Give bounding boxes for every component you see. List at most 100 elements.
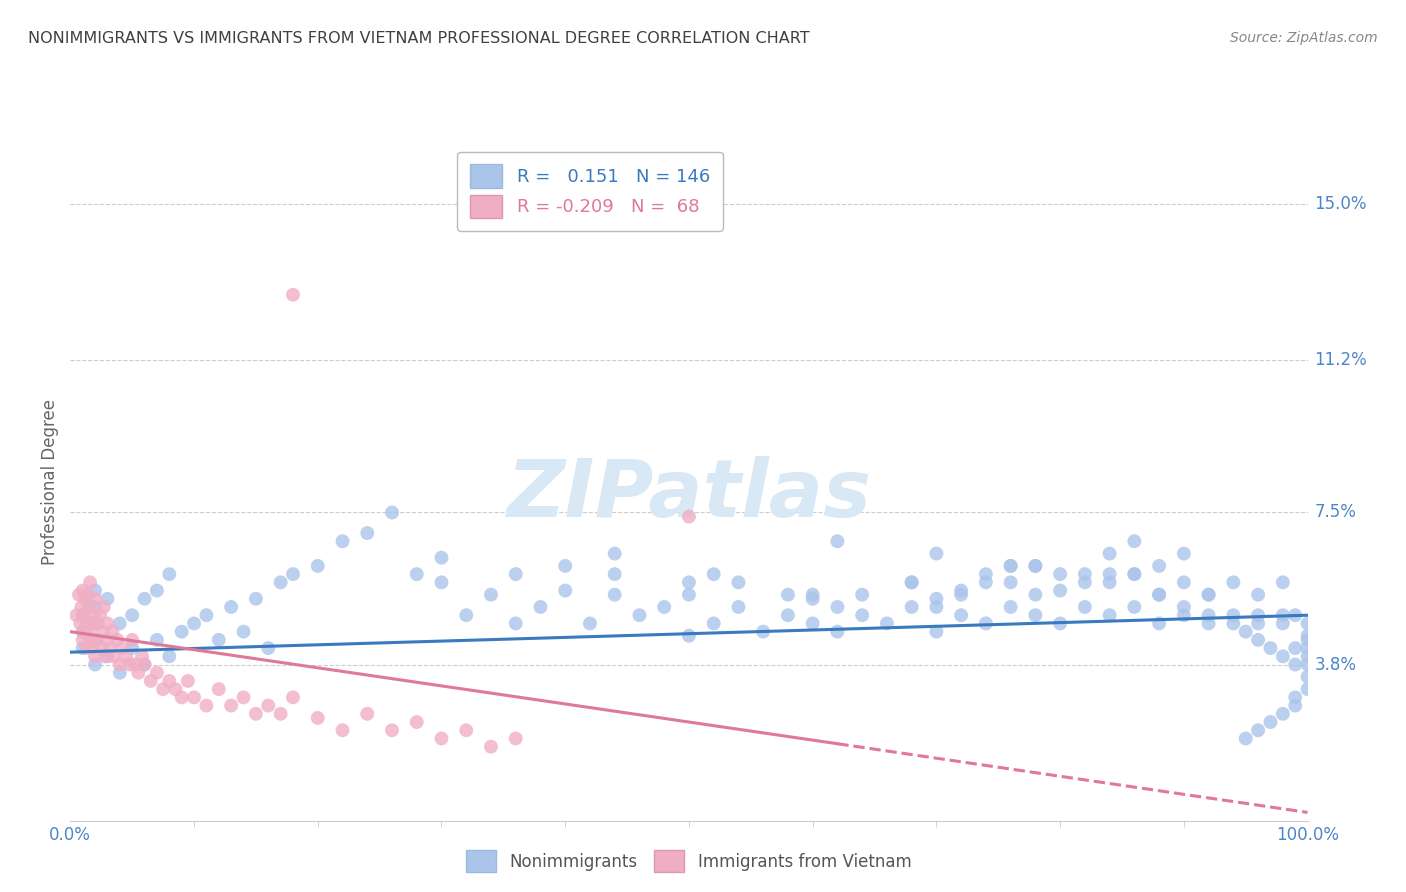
Point [93,599,115,614]
Point [529,599,551,614]
Point [1247,608,1270,623]
Point [678,629,700,643]
Point [1123,534,1146,549]
Point [281,567,304,582]
Point [90,641,112,656]
Point [91,624,114,639]
Point [146,665,169,680]
Point [80,616,103,631]
Point [84,632,107,647]
Point [108,616,131,631]
Point [105,632,128,647]
Text: 7.5%: 7.5% [1315,503,1357,522]
Point [603,547,626,561]
Point [1173,575,1195,590]
Point [232,690,254,705]
Point [1222,575,1244,590]
Point [257,641,280,656]
Point [603,567,626,582]
Point [1296,657,1319,672]
Point [1260,714,1282,729]
Point [208,682,231,697]
Point [332,723,354,738]
Point [776,588,799,602]
Y-axis label: Professional Degree: Professional Degree [41,399,59,565]
Point [1098,575,1121,590]
Point [121,608,143,623]
Point [950,608,973,623]
Point [1296,629,1319,643]
Point [134,657,156,672]
Point [332,534,354,549]
Point [1173,599,1195,614]
Point [1284,641,1306,656]
Point [79,632,101,647]
Point [73,608,96,623]
Point [1173,608,1195,623]
Point [430,550,453,565]
Point [678,575,700,590]
Point [72,624,94,639]
Point [79,575,101,590]
Point [157,673,180,688]
Point [72,583,94,598]
Point [75,616,97,631]
Point [1284,657,1306,672]
Point [82,641,104,656]
Point [603,588,626,602]
Point [70,599,93,614]
Point [1271,616,1294,631]
Point [950,588,973,602]
Point [86,616,108,631]
Point [1098,567,1121,582]
Point [84,657,107,672]
Point [652,599,675,614]
Point [108,665,131,680]
Point [75,641,97,656]
Point [76,588,98,602]
Point [270,706,292,721]
Point [752,624,775,639]
Point [1234,624,1257,639]
Point [127,665,149,680]
Point [678,588,700,602]
Point [405,567,427,582]
Point [1074,599,1097,614]
Point [96,649,118,664]
Point [1247,588,1270,602]
Point [1000,558,1022,573]
Point [165,682,187,697]
Point [1000,575,1022,590]
Point [1222,616,1244,631]
Point [84,591,107,606]
Point [84,616,107,631]
Point [876,616,898,631]
Point [245,591,267,606]
Point [94,649,117,664]
Point [131,649,153,664]
Point [1198,588,1220,602]
Point [124,657,146,672]
Point [75,591,97,606]
Point [827,624,849,639]
Point [115,649,138,664]
Point [381,723,404,738]
Text: ZIPatlas: ZIPatlas [506,456,872,534]
Point [974,616,997,631]
Point [1000,599,1022,614]
Point [121,632,143,647]
Point [121,641,143,656]
Point [152,682,174,697]
Point [1198,608,1220,623]
Point [900,575,922,590]
Point [1173,547,1195,561]
Point [118,657,141,672]
Point [1296,670,1319,684]
Point [1247,723,1270,738]
Point [1049,616,1071,631]
Point [456,608,478,623]
Point [505,616,527,631]
Point [146,632,169,647]
Point [1147,558,1170,573]
Point [232,624,254,639]
